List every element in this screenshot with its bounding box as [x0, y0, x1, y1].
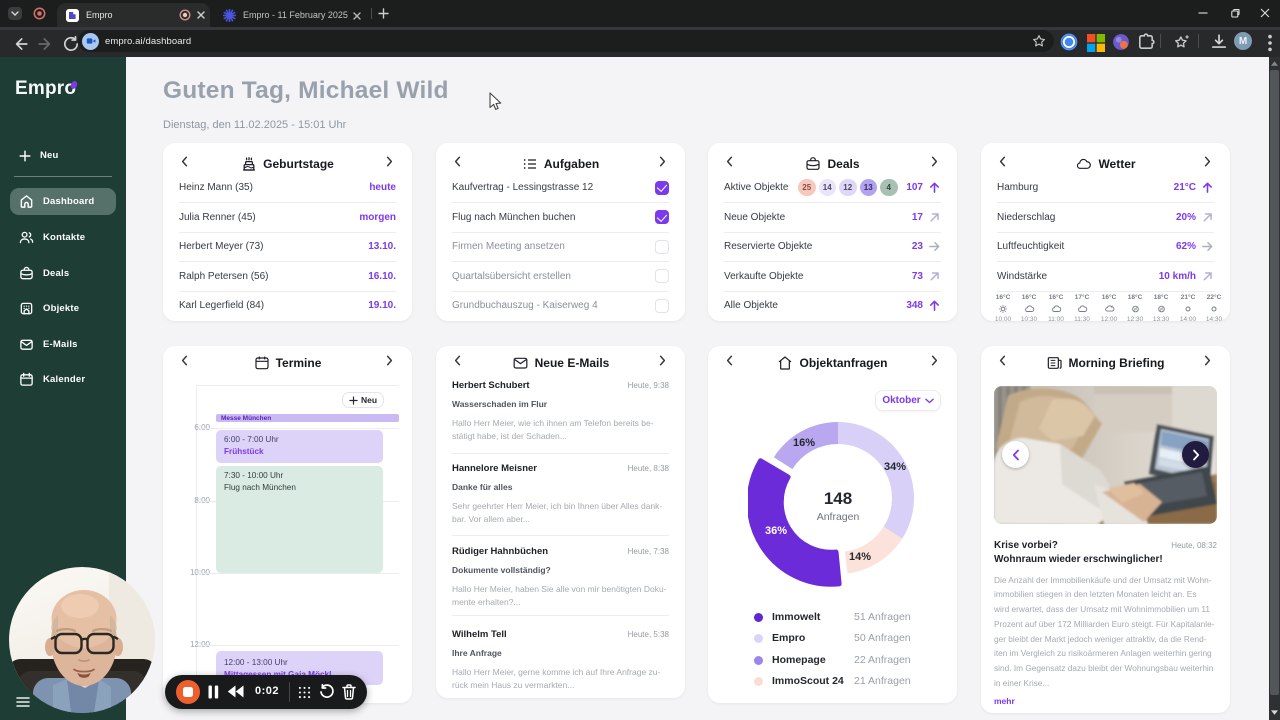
- svg-text:148: 148: [824, 489, 852, 508]
- svg-text:16%: 16%: [793, 437, 815, 449]
- svg-text:14%: 14%: [849, 551, 871, 563]
- svg-text:Anfragen: Anfragen: [817, 511, 860, 523]
- svg-text:34%: 34%: [884, 461, 906, 473]
- svg-text:36%: 36%: [765, 525, 787, 537]
